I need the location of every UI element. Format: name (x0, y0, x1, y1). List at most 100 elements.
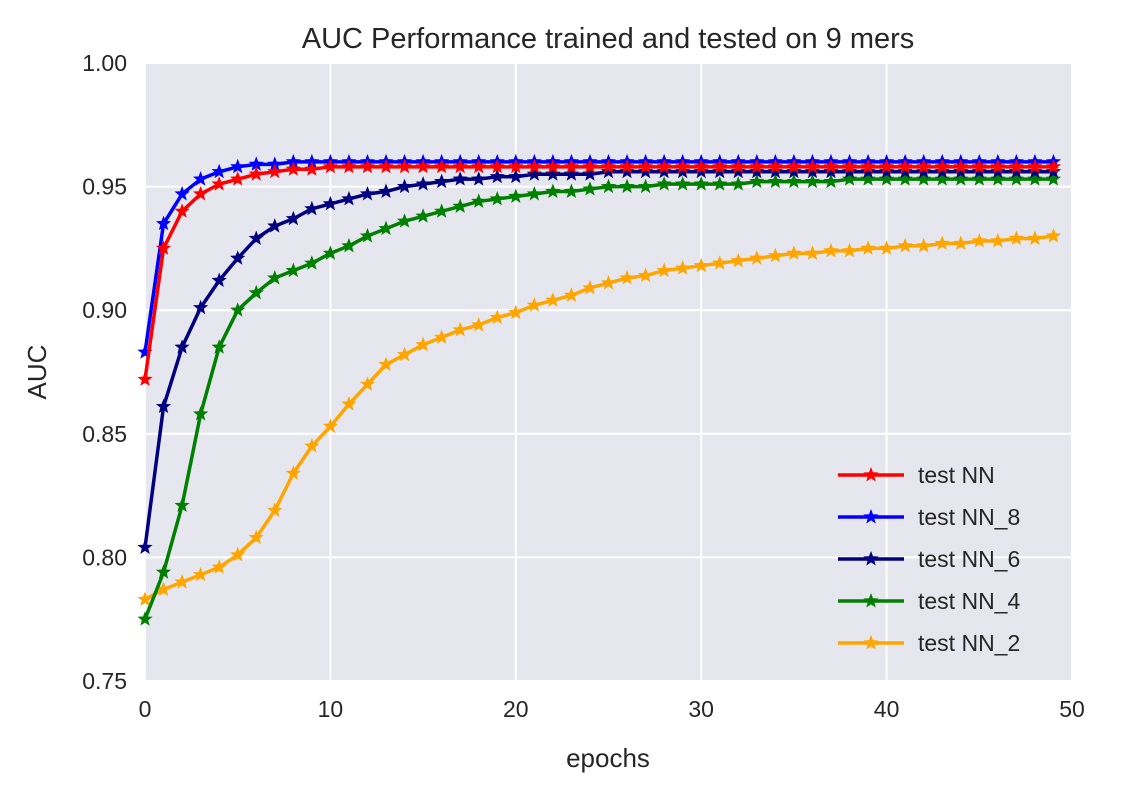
data-point (396, 158, 413, 174)
data-point (582, 158, 598, 174)
data-point (248, 166, 264, 181)
data-point (341, 158, 357, 174)
data-point (137, 539, 153, 554)
data-point (137, 611, 153, 626)
data-point (897, 163, 913, 179)
data-point (471, 171, 487, 186)
data-point (322, 418, 339, 433)
data-point (1008, 163, 1024, 179)
data-point (990, 158, 1006, 174)
data-point (878, 158, 895, 174)
data-point (804, 245, 821, 260)
data-point (1027, 230, 1043, 245)
data-point (1045, 163, 1062, 179)
data-point (248, 230, 264, 245)
data-point (656, 262, 672, 278)
data-point (322, 158, 339, 174)
data-point (656, 163, 672, 179)
data-point (248, 529, 264, 545)
data-point (193, 566, 209, 582)
data-point (878, 171, 895, 186)
data-point (656, 158, 672, 174)
data-point (860, 240, 876, 255)
data-point (155, 581, 172, 597)
data-point (767, 173, 783, 189)
data-point (378, 220, 394, 236)
y-tick-labels: 0.75 0.80 0.85 0.90 0.95 1.00 (82, 50, 127, 694)
data-point (137, 371, 153, 386)
data-point (1045, 228, 1062, 243)
data-point (619, 158, 635, 174)
data-point (285, 153, 301, 169)
x-tick-label: 10 (318, 696, 344, 722)
data-point (508, 304, 524, 320)
data-point (953, 163, 969, 179)
data-point (878, 163, 895, 179)
data-point (415, 158, 431, 174)
data-point (359, 158, 376, 174)
data-point (1027, 163, 1043, 179)
data-point (582, 181, 598, 196)
data-point (193, 186, 209, 201)
data-point (267, 156, 283, 171)
data-point (322, 245, 339, 260)
legend-label: test NN_6 (918, 546, 1020, 572)
x-tick-label: 20 (503, 696, 529, 722)
data-point (749, 163, 765, 179)
data-point (378, 183, 394, 199)
data-point (248, 284, 264, 300)
data-point (1045, 158, 1062, 174)
data-point (267, 163, 283, 179)
data-point (786, 245, 802, 260)
data-point (285, 161, 301, 176)
data-point (174, 497, 190, 512)
chart-title: AUC Performance trained and tested on 9 … (302, 23, 915, 55)
data-point (749, 250, 765, 265)
data-point (953, 158, 969, 174)
data-point (563, 158, 580, 174)
data-point (990, 232, 1006, 248)
data-point (767, 158, 783, 174)
y-tick-label: 0.90 (82, 297, 127, 323)
data-point (304, 200, 320, 216)
data-point (396, 178, 413, 194)
data-point (211, 339, 227, 354)
data-point (860, 171, 876, 186)
data-point (841, 242, 858, 258)
data-point (749, 158, 765, 174)
data-point (1008, 158, 1024, 174)
legend-marker (863, 509, 879, 524)
data-point (823, 173, 839, 189)
y-tick-label: 0.75 (82, 668, 127, 694)
data-point (267, 502, 283, 517)
data-point (341, 237, 357, 253)
data-point (675, 163, 691, 179)
data-point (508, 168, 524, 184)
data-point (174, 186, 190, 201)
x-tick-labels: 0 10 20 30 40 50 (139, 696, 1085, 722)
data-point (415, 336, 431, 352)
data-point (359, 376, 376, 391)
data-point (193, 406, 209, 421)
legend-label: test NN_4 (918, 588, 1020, 614)
data-point (1008, 171, 1024, 186)
data-point (174, 203, 190, 218)
data-point (767, 247, 783, 263)
data-point (489, 158, 505, 174)
data-point (526, 297, 542, 312)
legend-label: test NN (918, 462, 995, 488)
data-point (304, 161, 320, 176)
data-point (1027, 158, 1043, 174)
data-point (841, 171, 858, 186)
data-point (285, 465, 301, 480)
legend-item: test NN_4 (838, 588, 1020, 614)
data-point (434, 158, 450, 174)
data-point (378, 356, 394, 372)
data-point (359, 228, 376, 243)
data-point (230, 158, 246, 174)
data-point (378, 158, 394, 174)
series-group (137, 153, 1062, 626)
series-test-nn (137, 158, 1062, 386)
data-point (953, 235, 969, 250)
data-point (730, 176, 746, 191)
